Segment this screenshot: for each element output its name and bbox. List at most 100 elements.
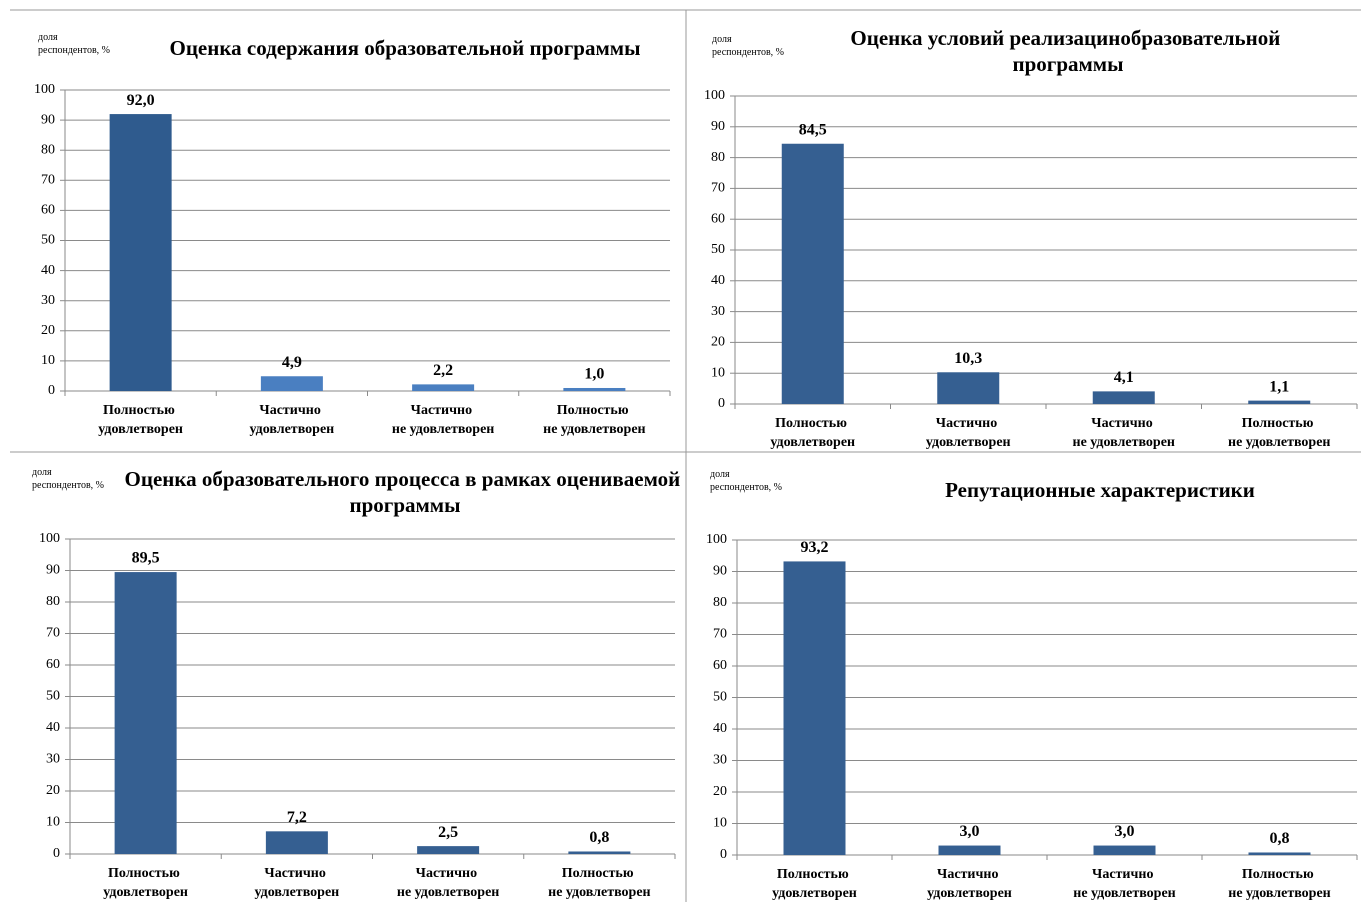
data-label: 89,5: [132, 550, 160, 567]
y-tick-label: 30: [41, 293, 55, 308]
x-tick-label: Частично не удовлетворен: [392, 403, 494, 437]
y-tick-label: 40: [46, 720, 60, 735]
y-tick-label: 50: [46, 689, 60, 704]
chart-title: Репутационные характеристики: [945, 478, 1255, 502]
y-axis-label: доля респондентов, %: [710, 469, 782, 493]
data-label: 4,9: [282, 354, 302, 371]
y-axis-label: доля респондентов, %: [712, 34, 784, 58]
y-tick-label: 90: [41, 112, 55, 127]
bar: [563, 387, 626, 391]
y-tick-label: 20: [713, 784, 727, 799]
y-tick-label: 100: [34, 82, 55, 97]
bar: [1093, 845, 1156, 855]
y-tick-label: 10: [711, 365, 725, 380]
bar: [783, 561, 846, 855]
bar: [417, 846, 480, 854]
y-tick-label: 50: [713, 690, 727, 705]
y-tick-label: 70: [711, 181, 725, 196]
data-label: 2,5: [438, 824, 458, 841]
data-label: 4,1: [1114, 369, 1134, 386]
bar: [1092, 391, 1155, 404]
data-label: 7,2: [287, 809, 307, 826]
y-tick-label: 0: [53, 846, 60, 861]
y-tick-label: 50: [41, 233, 55, 248]
y-tick-label: 70: [46, 626, 60, 641]
y-tick-label: 20: [41, 323, 55, 338]
y-tick-label: 10: [46, 815, 60, 830]
x-tick-label: Частично не удовлетворен: [1073, 867, 1175, 901]
y-tick-label: 0: [48, 383, 55, 398]
data-label: 2,2: [433, 362, 453, 379]
y-tick-label: 60: [711, 211, 725, 226]
y-tick-label: 70: [41, 173, 55, 188]
data-label: 93,2: [801, 539, 829, 556]
y-tick-label: 100: [706, 532, 727, 547]
y-tick-label: 30: [711, 304, 725, 319]
data-label: 1,1: [1269, 378, 1289, 395]
bar: [109, 114, 172, 391]
y-tick-label: 80: [713, 595, 727, 610]
bar: [260, 376, 323, 391]
x-tick-label: Частично не удовлетворен: [1073, 416, 1175, 450]
bar: [937, 372, 1000, 404]
chart-title: Оценка содержания образовательной програ…: [169, 36, 640, 60]
y-tick-label: 40: [713, 721, 727, 736]
data-label: 1,0: [584, 366, 604, 383]
chart-title: Оценка образовательного процесса в рамка…: [125, 467, 686, 517]
bar: [938, 845, 1001, 855]
x-tick-label: Частично удовлетворен: [250, 403, 335, 437]
chart-title: Оценка условий реализацинобразовательной…: [850, 26, 1285, 76]
y-tick-label: 20: [711, 335, 725, 350]
y-tick-label: 90: [46, 563, 60, 578]
bar: [265, 831, 328, 854]
y-tick-label: 90: [713, 564, 727, 579]
x-tick-label: Полностью удовлетворен: [770, 416, 855, 450]
bar: [114, 572, 177, 854]
y-tick-label: 90: [711, 119, 725, 134]
x-tick-label: Полностью не удовлетворен: [548, 866, 650, 900]
y-tick-label: 60: [713, 658, 727, 673]
y-tick-label: 100: [39, 531, 60, 546]
data-label: 84,5: [799, 121, 827, 138]
y-axis-label: доля респондентов, %: [32, 467, 104, 491]
x-tick-label: Частично удовлетворен: [926, 416, 1011, 450]
y-tick-label: 40: [41, 263, 55, 278]
y-tick-label: 80: [46, 594, 60, 609]
x-tick-label: Полностью не удовлетворен: [543, 403, 645, 437]
x-tick-label: Частично не удовлетворен: [397, 866, 499, 900]
data-label: 0,8: [589, 829, 609, 846]
y-tick-label: 50: [711, 242, 725, 257]
y-tick-label: 70: [713, 627, 727, 642]
bar: [568, 851, 631, 854]
y-tick-label: 10: [41, 353, 55, 368]
y-tick-label: 40: [711, 273, 725, 288]
y-tick-label: 30: [713, 753, 727, 768]
y-tick-label: 80: [41, 142, 55, 157]
y-axis-label: доля респондентов, %: [38, 32, 110, 56]
x-tick-label: Частично удовлетворен: [255, 866, 340, 900]
data-label: 92,0: [127, 92, 155, 109]
bar: [1248, 852, 1311, 855]
x-tick-label: Полностью удовлетворен: [103, 866, 188, 900]
y-tick-label: 60: [46, 657, 60, 672]
y-tick-label: 80: [711, 150, 725, 165]
bar: [781, 143, 844, 405]
y-tick-label: 0: [718, 396, 725, 411]
x-tick-label: Полностью не удовлетворен: [1228, 867, 1330, 901]
data-label: 0,8: [1270, 830, 1290, 847]
x-tick-label: Полностью не удовлетворен: [1228, 416, 1330, 450]
bar: [412, 384, 475, 391]
y-tick-label: 0: [720, 847, 727, 862]
data-label: 3,0: [960, 823, 980, 840]
y-tick-label: 30: [46, 752, 60, 767]
x-tick-label: Полностью удовлетворен: [98, 403, 183, 437]
y-tick-label: 20: [46, 783, 60, 798]
data-label: 3,0: [1115, 823, 1135, 840]
data-label: 10,3: [954, 350, 982, 367]
bar: [1248, 400, 1311, 404]
y-tick-label: 100: [704, 88, 725, 103]
x-tick-label: Полностью удовлетворен: [772, 867, 857, 901]
y-tick-label: 10: [713, 816, 727, 831]
